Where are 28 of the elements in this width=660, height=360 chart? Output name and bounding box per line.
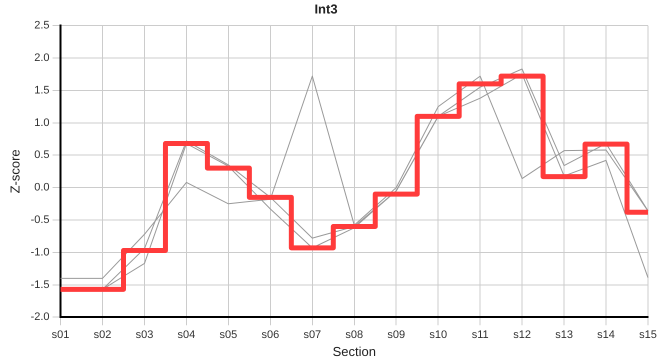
y-tick-label: 0.5 <box>34 149 50 162</box>
chart-title: Int3 <box>314 1 338 16</box>
y-tick-label: 1.5 <box>34 84 50 96</box>
x-tick-label: s05 <box>220 328 238 341</box>
x-tick-label: s02 <box>94 328 112 341</box>
x-axis-title: Section <box>332 344 376 359</box>
y-tick-label: 0.0 <box>34 182 50 194</box>
x-tick-label: s12 <box>513 328 531 341</box>
y-tick-label: -0.5 <box>30 214 50 226</box>
x-tick-label: s07 <box>303 328 322 341</box>
x-tick-label: s09 <box>387 328 406 341</box>
y-axis-title: Z-score <box>7 149 22 194</box>
x-tick-label: s14 <box>597 328 615 341</box>
x-tick-label: s13 <box>555 328 573 341</box>
x-tick-label: s10 <box>429 328 448 341</box>
x-tick-label: s04 <box>178 328 196 341</box>
y-tick-label: -1.0 <box>30 246 50 258</box>
x-tick-label: s11 <box>472 328 489 341</box>
x-tick-label: s08 <box>345 328 364 341</box>
y-tick-label: 1.0 <box>34 116 50 129</box>
y-tick-label: -2.0 <box>30 311 50 324</box>
x-tick-label: s01 <box>52 328 70 341</box>
y-tick-label: 2.0 <box>34 52 50 64</box>
x-tick-label: s06 <box>261 328 280 341</box>
x-tick-label: s15 <box>639 328 657 341</box>
x-tick-label: s03 <box>136 328 154 341</box>
y-tick-label: 2.5 <box>34 20 50 32</box>
y-tick-label: -1.5 <box>30 278 50 291</box>
